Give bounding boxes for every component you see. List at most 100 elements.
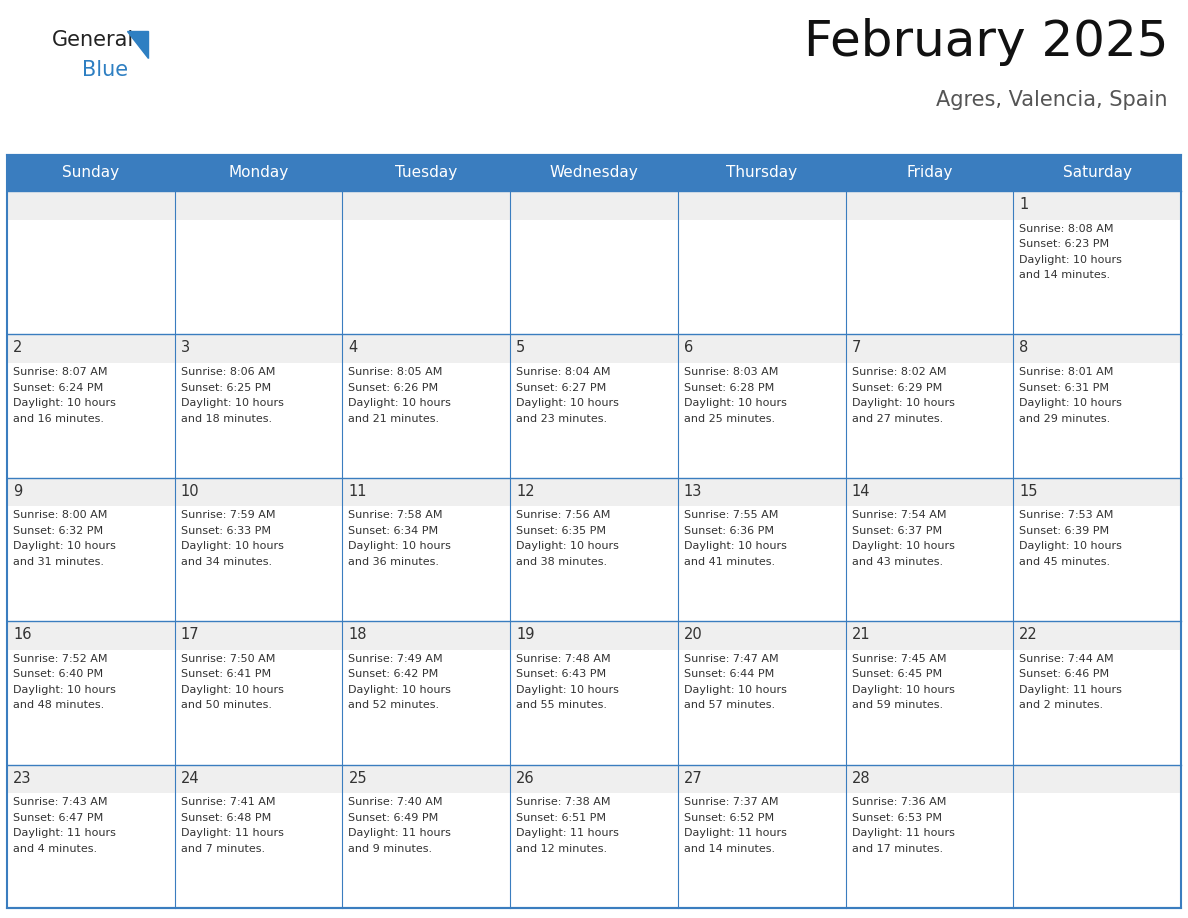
Text: Sunrise: 7:53 AM: Sunrise: 7:53 AM <box>1019 510 1113 521</box>
Text: and 14 minutes.: and 14 minutes. <box>1019 270 1111 280</box>
Text: Daylight: 10 hours: Daylight: 10 hours <box>348 542 451 552</box>
Text: Daylight: 11 hours: Daylight: 11 hours <box>1019 685 1123 695</box>
Text: Sunset: 6:39 PM: Sunset: 6:39 PM <box>1019 526 1110 536</box>
Text: Sunset: 6:49 PM: Sunset: 6:49 PM <box>348 812 438 823</box>
Bar <box>175 364 342 477</box>
Text: Sunset: 6:43 PM: Sunset: 6:43 PM <box>516 669 606 679</box>
Text: Daylight: 11 hours: Daylight: 11 hours <box>684 828 786 838</box>
Bar <box>1013 364 1181 477</box>
Text: 8: 8 <box>1019 341 1029 355</box>
Bar <box>1013 219 1181 334</box>
Text: and 52 minutes.: and 52 minutes. <box>348 700 440 711</box>
Bar <box>846 477 1013 621</box>
Text: Sunrise: 7:54 AM: Sunrise: 7:54 AM <box>852 510 946 521</box>
Text: Daylight: 10 hours: Daylight: 10 hours <box>13 398 116 409</box>
Bar <box>175 191 342 334</box>
Bar <box>678 621 846 765</box>
Text: Sunset: 6:53 PM: Sunset: 6:53 PM <box>852 812 942 823</box>
Text: Sunset: 6:27 PM: Sunset: 6:27 PM <box>516 383 606 393</box>
Bar <box>1013 477 1181 621</box>
Bar <box>678 650 846 765</box>
Text: Sunrise: 7:43 AM: Sunrise: 7:43 AM <box>13 797 107 807</box>
Text: Daylight: 10 hours: Daylight: 10 hours <box>13 542 116 552</box>
Text: Sunrise: 7:50 AM: Sunrise: 7:50 AM <box>181 654 276 664</box>
Text: Sunset: 6:45 PM: Sunset: 6:45 PM <box>852 669 942 679</box>
Text: February 2025: February 2025 <box>803 18 1168 66</box>
Text: Sunrise: 8:06 AM: Sunrise: 8:06 AM <box>181 367 276 377</box>
Text: 2: 2 <box>13 341 23 355</box>
Bar <box>342 364 510 477</box>
Text: Daylight: 10 hours: Daylight: 10 hours <box>852 542 954 552</box>
Text: Sunrise: 7:55 AM: Sunrise: 7:55 AM <box>684 510 778 521</box>
Bar <box>846 507 1013 621</box>
Text: Daylight: 10 hours: Daylight: 10 hours <box>684 398 786 409</box>
Text: and 48 minutes.: and 48 minutes. <box>13 700 105 711</box>
Bar <box>342 507 510 621</box>
Bar <box>510 334 678 477</box>
Text: 27: 27 <box>684 770 702 786</box>
Bar <box>175 650 342 765</box>
Text: Sunrise: 7:40 AM: Sunrise: 7:40 AM <box>348 797 443 807</box>
Bar <box>846 191 1013 334</box>
Bar <box>175 477 342 621</box>
Bar <box>1013 621 1181 765</box>
Text: Daylight: 11 hours: Daylight: 11 hours <box>181 828 284 838</box>
Bar <box>846 793 1013 908</box>
Bar <box>846 364 1013 477</box>
Bar <box>678 219 846 334</box>
Bar <box>510 477 678 621</box>
Bar <box>7 793 175 908</box>
Bar <box>1013 191 1181 334</box>
Bar <box>846 334 1013 477</box>
Text: Daylight: 10 hours: Daylight: 10 hours <box>516 398 619 409</box>
Text: and 21 minutes.: and 21 minutes. <box>348 414 440 423</box>
Bar <box>7 650 175 765</box>
Bar <box>175 793 342 908</box>
Text: Sunset: 6:24 PM: Sunset: 6:24 PM <box>13 383 103 393</box>
Text: 28: 28 <box>852 770 870 786</box>
Text: Sunrise: 7:52 AM: Sunrise: 7:52 AM <box>13 654 107 664</box>
Text: Sunrise: 8:04 AM: Sunrise: 8:04 AM <box>516 367 611 377</box>
Bar <box>342 793 510 908</box>
Text: 22: 22 <box>1019 627 1038 643</box>
Text: Daylight: 10 hours: Daylight: 10 hours <box>348 685 451 695</box>
Text: 24: 24 <box>181 770 200 786</box>
Text: 19: 19 <box>516 627 535 643</box>
Text: and 14 minutes.: and 14 minutes. <box>684 844 775 854</box>
Bar <box>7 155 1181 908</box>
Bar <box>510 364 678 477</box>
Text: Sunrise: 7:44 AM: Sunrise: 7:44 AM <box>1019 654 1114 664</box>
Text: 10: 10 <box>181 484 200 498</box>
Text: Sunset: 6:40 PM: Sunset: 6:40 PM <box>13 669 103 679</box>
Bar <box>175 334 342 477</box>
Text: Saturday: Saturday <box>1062 165 1132 181</box>
Text: and 2 minutes.: and 2 minutes. <box>1019 700 1104 711</box>
Text: Sunrise: 7:58 AM: Sunrise: 7:58 AM <box>348 510 443 521</box>
Text: 23: 23 <box>13 770 32 786</box>
Bar <box>342 477 510 621</box>
Bar <box>7 334 175 477</box>
Bar <box>7 477 175 621</box>
Bar <box>7 765 175 908</box>
Bar <box>7 219 175 334</box>
Bar <box>510 191 678 334</box>
Text: Sunset: 6:37 PM: Sunset: 6:37 PM <box>852 526 942 536</box>
Text: Sunset: 6:26 PM: Sunset: 6:26 PM <box>348 383 438 393</box>
Text: Sunday: Sunday <box>62 165 120 181</box>
Text: and 18 minutes.: and 18 minutes. <box>181 414 272 423</box>
Text: Sunrise: 7:45 AM: Sunrise: 7:45 AM <box>852 654 946 664</box>
Text: Daylight: 10 hours: Daylight: 10 hours <box>516 542 619 552</box>
Text: 9: 9 <box>13 484 23 498</box>
Text: and 34 minutes.: and 34 minutes. <box>181 557 272 567</box>
Text: and 57 minutes.: and 57 minutes. <box>684 700 775 711</box>
Bar <box>678 507 846 621</box>
Text: 5: 5 <box>516 341 525 355</box>
Text: Sunset: 6:32 PM: Sunset: 6:32 PM <box>13 526 103 536</box>
Bar <box>510 219 678 334</box>
Text: and 45 minutes.: and 45 minutes. <box>1019 557 1111 567</box>
Text: Sunset: 6:48 PM: Sunset: 6:48 PM <box>181 812 271 823</box>
Bar <box>342 219 510 334</box>
Bar <box>342 334 510 477</box>
Bar <box>678 191 846 334</box>
Text: Daylight: 10 hours: Daylight: 10 hours <box>181 542 284 552</box>
